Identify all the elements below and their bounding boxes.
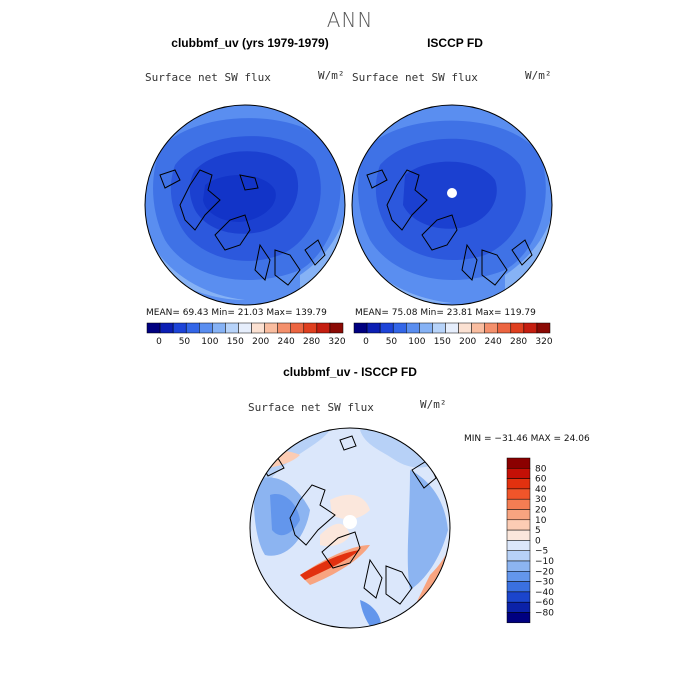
colorbar-swatch: [506, 560, 531, 572]
panel1-units-label: W/m²: [318, 69, 345, 82]
colorbar-swatch: [484, 322, 498, 334]
colorbar-tick-label: 200: [252, 337, 269, 347]
colorbar-swatch: [506, 468, 531, 479]
colorbar-tick-label: 100: [408, 337, 425, 347]
colorbar-tick-label: 150: [434, 337, 451, 347]
map-obs: [351, 104, 553, 306]
panel2-units-label: W/m²: [525, 69, 552, 82]
colorbar-swatch: [506, 581, 531, 593]
panel3-variable-label: Surface net SW flux: [248, 401, 374, 414]
colorbar-tick-label: 30: [535, 495, 547, 505]
colorbar-swatch: [510, 322, 525, 334]
colorbar-swatch: [159, 322, 174, 334]
colorbar-swatch: [251, 322, 265, 334]
colorbar-swatch: [419, 322, 433, 334]
colorbar-swatch: [506, 519, 531, 531]
map-model: [144, 104, 346, 306]
colorbar-swatch: [458, 322, 472, 334]
colorbar-tick-label: −80: [535, 609, 554, 619]
panel2-variable-label: Surface net SW flux: [352, 71, 478, 84]
colorbar-swatch: [199, 322, 213, 334]
colorbar-swatch: [506, 550, 531, 562]
panel1-variable-label: Surface net SW flux: [145, 71, 271, 84]
colorbar-swatch: [353, 322, 368, 334]
panel2-title: ISCCP FD: [427, 36, 483, 50]
colorbar-tick-label: 40: [535, 485, 547, 495]
colorbar-tick-label: 50: [179, 337, 191, 347]
colorbar-swatch: [506, 457, 531, 469]
main-title: ANN: [326, 8, 374, 32]
colorbar-swatch: [506, 529, 531, 541]
panel1-stats: MEAN= 69.43 Min= 21.03 Max= 139.79: [146, 308, 327, 318]
colorbar-tick-label: 0: [535, 536, 541, 546]
colorbar-swatch: [497, 322, 512, 334]
colorbar-swatch: [506, 601, 531, 613]
colorbar-swatch: [290, 322, 305, 334]
colorbar-swatch: [406, 322, 420, 334]
colorbar-swatch: [238, 322, 252, 334]
colorbar-swatch: [185, 322, 200, 334]
colorbar-swatch: [277, 322, 291, 334]
colorbar-tick-label: 0: [363, 337, 369, 347]
colorbar-swatch: [536, 322, 551, 334]
colorbar-swatch: [146, 322, 161, 334]
colorbar-tick-label: −20: [535, 567, 554, 577]
colorbar-tick-label: 0: [156, 337, 162, 347]
colorbar-swatch: [506, 488, 531, 500]
map-difference: [249, 427, 451, 629]
colorbar-tick-label: 320: [535, 337, 552, 347]
colorbar-swatch: [172, 322, 187, 334]
colorbar-tick-label: −60: [535, 598, 554, 608]
panel1-title: clubbmf_uv (yrs 1979-1979): [171, 36, 329, 50]
colorbar-swatch: [264, 322, 278, 334]
colorbar-swatch: [506, 478, 531, 490]
colorbar-swatch: [523, 322, 538, 334]
colorbar-tick-label: 10: [535, 516, 547, 526]
colorbar-tick-label: 100: [201, 337, 218, 347]
colorbar-swatch: [506, 612, 531, 624]
colorbar-tick-label: 320: [328, 337, 345, 347]
colorbar-swatch: [506, 498, 531, 510]
colorbar-tick-label: −40: [535, 588, 554, 598]
colorbar-swatch: [366, 322, 381, 334]
colorbar-tick-label: 5: [535, 526, 541, 536]
colorbar-swatch: [506, 571, 531, 582]
missing-data-spot: [447, 188, 457, 198]
colorbar-swatch: [392, 322, 407, 334]
colorbar-swatch: [506, 540, 531, 551]
colorbar-swatch: [445, 322, 459, 334]
colorbar-swatch: [303, 322, 318, 334]
colorbar-swatch: [432, 322, 446, 334]
colorbar-tick-label: 280: [510, 337, 527, 347]
colorbar-tick-label: 240: [485, 337, 502, 347]
colorbar-swatch: [316, 322, 331, 334]
panel2-stats: MEAN= 75.08 Min= 23.81 Max= 119.79: [355, 308, 536, 318]
colorbar-tick-label: 280: [303, 337, 320, 347]
colorbar-tick-label: 20: [535, 506, 547, 516]
colorbar-model: 0 50 100 150 200 240 280 320: [146, 322, 346, 347]
colorbar-swatch: [329, 322, 344, 334]
colorbar-swatch: [212, 322, 226, 334]
colorbar-obs: 0 50 100 150 200 240 280 320: [353, 322, 553, 347]
colorbar-tick-label: 200: [459, 337, 476, 347]
colorbar-tick-label: 80: [535, 464, 547, 474]
colorbar-swatch: [506, 509, 531, 521]
panel3-stats: MIN = −31.46 MAX = 24.06: [464, 434, 590, 444]
colorbar-swatch: [506, 591, 531, 603]
colorbar-swatch: [471, 322, 485, 334]
panel3-title: clubbmf_uv - ISCCP FD: [283, 365, 417, 379]
panel3-units-label: W/m²: [420, 398, 447, 411]
colorbar-tick-label: 60: [535, 475, 547, 485]
colorbar-tick-label: −5: [535, 547, 548, 557]
colorbar-tick-label: 50: [386, 337, 398, 347]
colorbar-tick-label: −30: [535, 578, 554, 588]
colorbar-tick-label: 150: [227, 337, 244, 347]
colorbar-tick-label: −10: [535, 557, 554, 567]
colorbar-tick-label: 240: [278, 337, 295, 347]
colorbar-swatch: [379, 322, 394, 334]
colorbar-swatch: [225, 322, 239, 334]
